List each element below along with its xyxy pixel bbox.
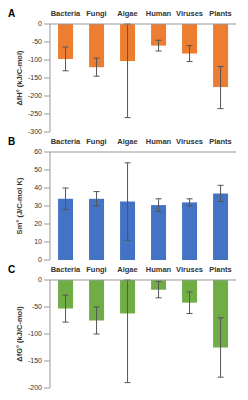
svg-text:-200: -200 xyxy=(28,384,42,391)
svg-text:Viruses: Viruses xyxy=(176,9,203,18)
svg-text:Plants: Plants xyxy=(209,9,232,18)
html-text:C: C xyxy=(8,264,16,275)
svg-text:-100: -100 xyxy=(28,56,42,63)
svg-text:Bacteria: Bacteria xyxy=(51,9,81,18)
svg-text:Algae: Algae xyxy=(117,265,137,274)
svg-text:60: 60 xyxy=(34,148,42,155)
svg-text:0: 0 xyxy=(38,20,42,27)
svg-text:Fungi: Fungi xyxy=(86,137,106,146)
svg-text:50: 50 xyxy=(34,166,42,173)
svg-text:Algae: Algae xyxy=(117,9,137,18)
svg-text:Algae: Algae xyxy=(117,137,137,146)
svg-text:-200: -200 xyxy=(28,92,42,99)
svg-text:0: 0 xyxy=(38,276,42,283)
svg-text:30: 30 xyxy=(34,202,42,209)
svg-text:10: 10 xyxy=(34,238,42,245)
svg-text:Viruses: Viruses xyxy=(176,265,203,274)
svg-text:Human: Human xyxy=(146,9,172,18)
svg-text:-150: -150 xyxy=(28,357,42,364)
svg-text:Sm° (J/C-mol K): Sm° (J/C-mol K) xyxy=(15,177,24,234)
svg-text:Bacteria: Bacteria xyxy=(51,265,81,274)
svg-text:Fungi: Fungi xyxy=(86,9,106,18)
svg-text:-250: -250 xyxy=(28,110,42,117)
html-text:A: A xyxy=(8,8,16,19)
html-text:B: B xyxy=(8,136,16,147)
svg-text:-50: -50 xyxy=(32,303,42,310)
svg-text:-100: -100 xyxy=(28,330,42,337)
svg-text:-300: -300 xyxy=(28,128,42,135)
svg-text:ΔfH° (kJ/C-mol): ΔfH° (kJ/C-mol) xyxy=(15,50,24,106)
svg-text:Human: Human xyxy=(146,137,172,146)
svg-text:20: 20 xyxy=(34,220,42,227)
svg-text:ΔfG° (kJ/C-mol): ΔfG° (kJ/C-mol) xyxy=(15,306,24,362)
svg-text:Viruses: Viruses xyxy=(176,137,203,146)
svg-text:0: 0 xyxy=(38,256,42,263)
svg-text:Plants: Plants xyxy=(209,265,232,274)
svg-text:40: 40 xyxy=(34,184,42,191)
svg-text:-150: -150 xyxy=(28,74,42,81)
svg-text:-50: -50 xyxy=(32,38,42,45)
svg-text:Bacteria: Bacteria xyxy=(51,137,81,146)
svg-text:Human: Human xyxy=(146,265,172,274)
svg-text:Fungi: Fungi xyxy=(86,265,106,274)
svg-text:Plants: Plants xyxy=(209,137,232,146)
